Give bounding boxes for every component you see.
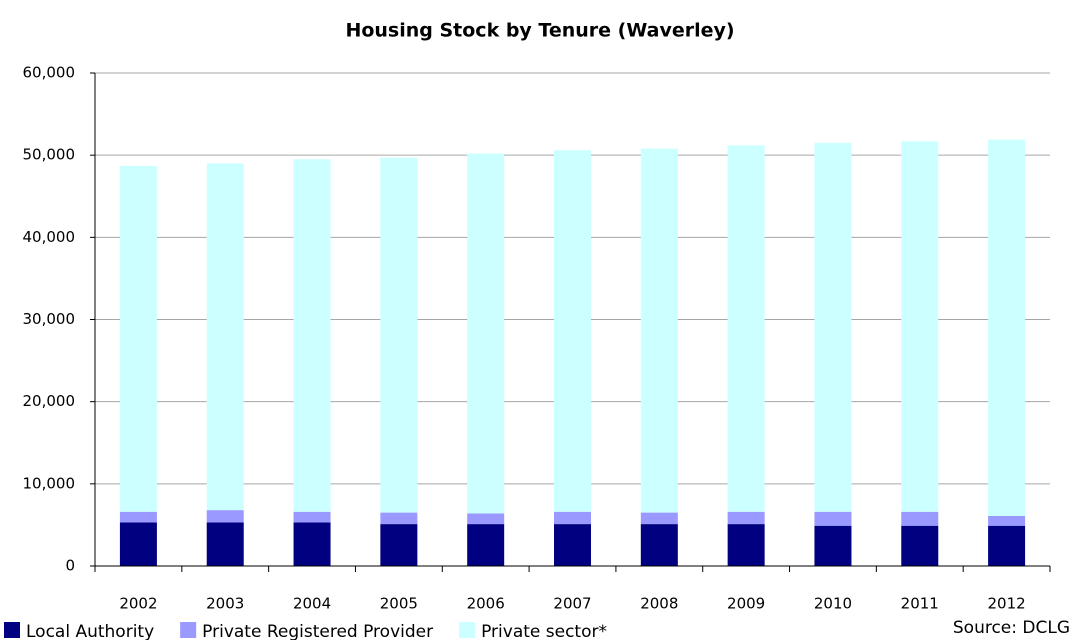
bar-segment (814, 525, 852, 566)
bar-segment (206, 163, 244, 511)
bar-segment (988, 139, 1026, 516)
y-tick-label: 30,000 (23, 310, 76, 328)
bar-segment (640, 148, 678, 513)
y-tick-label: 60,000 (23, 64, 76, 82)
bar-segment (727, 511, 765, 525)
bar-segment (901, 511, 939, 526)
source-note: Source: DCLG (953, 618, 1070, 638)
x-tick-label: 2011 (901, 595, 939, 613)
bar-segment (380, 157, 418, 513)
bar-segment (206, 522, 244, 566)
bar-segment (901, 141, 939, 512)
bar-segment (727, 145, 765, 512)
y-tick-label: 20,000 (23, 392, 76, 410)
bar-segment (554, 150, 591, 512)
bar-segment (467, 513, 505, 525)
bar-segment (206, 510, 244, 523)
bar-segment (814, 142, 852, 512)
y-tick-label: 0 (65, 557, 75, 575)
bar-segment (814, 511, 852, 526)
y-tick-label: 40,000 (23, 228, 76, 246)
bar-segment (467, 524, 505, 566)
bar-segment (293, 511, 331, 523)
x-tick-label: 2005 (380, 595, 418, 613)
legend-label: Private Registered Provider (202, 622, 433, 640)
chart-title: Housing Stock by Tenure (Waverley) (345, 20, 734, 42)
x-tick-label: 2012 (987, 595, 1025, 613)
legend-label: Private sector* (481, 622, 607, 640)
x-tick-label: 2002 (119, 595, 157, 613)
legend-label: Local Authority (26, 622, 154, 640)
bar-segment (727, 524, 765, 566)
x-tick-label: 2003 (206, 595, 244, 613)
bar-segment (380, 524, 418, 566)
bar-segment (119, 511, 157, 523)
x-tick-label: 2006 (467, 595, 505, 613)
bar-segment (901, 525, 939, 566)
bar-segment (119, 165, 157, 512)
bar-segment (293, 522, 331, 566)
bar-segment (554, 524, 591, 566)
legend-swatch (4, 622, 20, 638)
y-tick-label: 50,000 (23, 146, 76, 164)
bar-segment (119, 522, 157, 566)
legend-swatch (180, 622, 197, 638)
y-tick-label: 10,000 (23, 474, 76, 492)
bar-segment (293, 159, 331, 512)
x-tick-label: 2007 (553, 595, 591, 613)
x-tick-label: 2009 (727, 595, 765, 613)
bar-segment (988, 525, 1026, 566)
bar-segment (380, 512, 418, 525)
x-tick-label: 2008 (640, 595, 678, 613)
x-tick-label: 2010 (814, 595, 852, 613)
bar-segment (640, 512, 678, 525)
bar-segment (554, 511, 591, 525)
bar-segment (640, 524, 678, 566)
bar-segment (467, 153, 505, 514)
x-tick-label: 2004 (293, 595, 331, 613)
bar-segment (988, 515, 1026, 526)
legend-swatch (459, 622, 476, 638)
